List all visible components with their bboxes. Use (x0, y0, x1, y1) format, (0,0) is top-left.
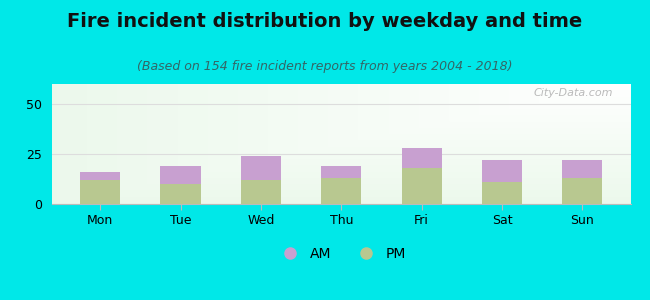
Bar (161, 184, 201, 204)
Bar (161, 166, 201, 184)
Bar (402, 148, 442, 168)
Bar (562, 160, 603, 178)
Bar (80, 172, 120, 180)
Bar (321, 166, 361, 178)
Bar (562, 178, 603, 204)
Bar (321, 178, 361, 204)
Bar (402, 168, 442, 204)
Text: Fire incident distribution by weekday and time: Fire incident distribution by weekday an… (68, 12, 582, 31)
Bar (80, 180, 120, 204)
Bar (240, 156, 281, 180)
Text: (Based on 154 fire incident reports from years 2004 - 2018): (Based on 154 fire incident reports from… (137, 60, 513, 73)
Bar (482, 160, 522, 182)
Legend: AM, PM: AM, PM (271, 242, 411, 267)
Bar (482, 182, 522, 204)
Bar (240, 180, 281, 204)
Text: City-Data.com: City-Data.com (534, 88, 613, 98)
